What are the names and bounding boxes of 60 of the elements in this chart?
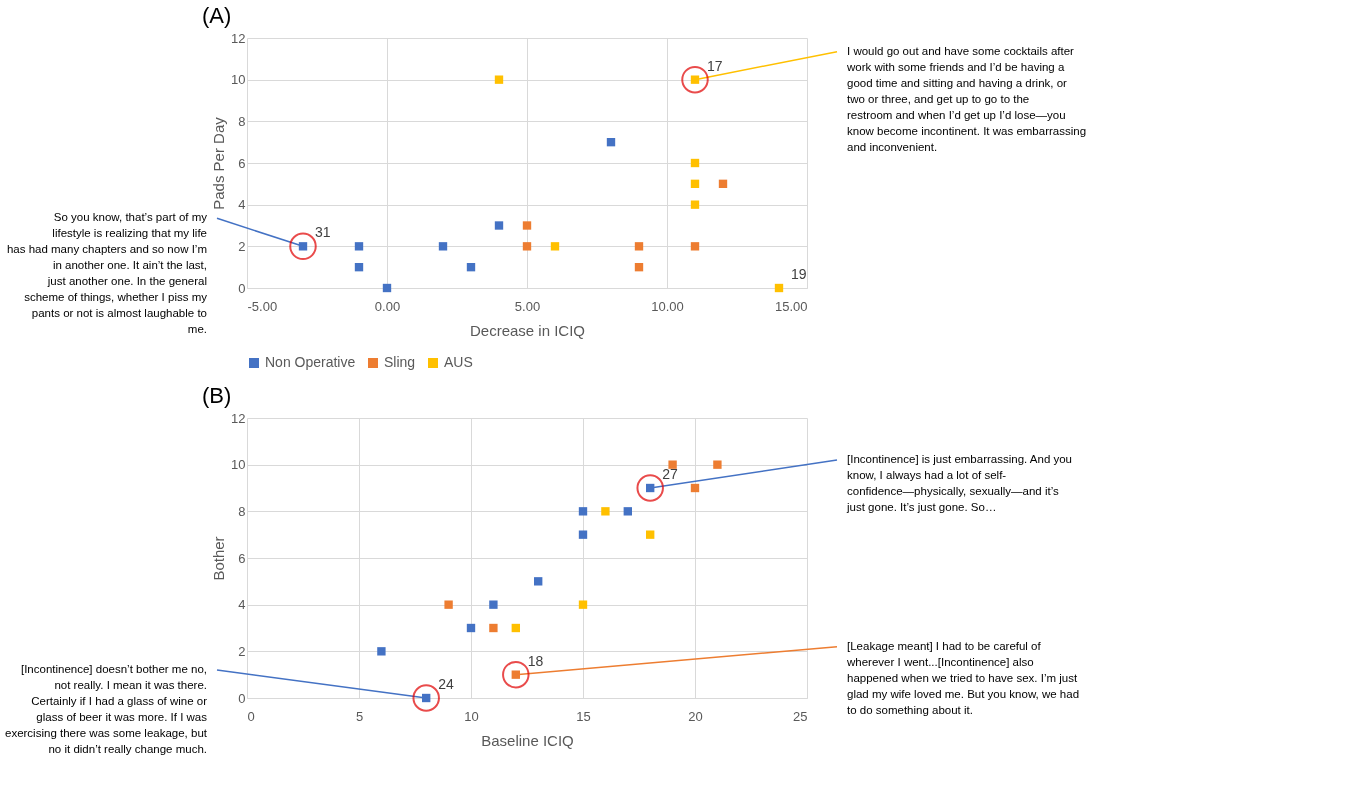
x-tick-label: 0.00 bbox=[374, 298, 401, 314]
y-tick-label: 4 bbox=[238, 597, 246, 613]
annotation: 18 bbox=[527, 652, 544, 669]
point bbox=[713, 460, 722, 469]
y-tick-label: 2 bbox=[238, 643, 246, 659]
y-tick-label: 4 bbox=[238, 197, 246, 213]
point bbox=[444, 600, 453, 609]
point bbox=[578, 600, 588, 609]
annotation: [Incontinence] doesn’t bother me no, not really. I mean it was there. Certainly if I had a glass of wine or glass of beer it was more. If I was exercising there was some leakage, but no it didn’t really change much. bbox=[5, 663, 208, 755]
y-tick-label: 2 bbox=[238, 238, 246, 254]
x-tick-label: 10 bbox=[464, 708, 479, 724]
x-axis-title: Baseline ICIQ bbox=[481, 731, 574, 749]
point bbox=[511, 623, 520, 633]
y-tick-label: 12 bbox=[231, 410, 246, 426]
annotation: [Incontinence] is just embarrassing. And you know, I always had a lot of self-confidence—physically, sexually—and it’s just gone. It’s just gone. So… bbox=[846, 453, 1073, 513]
y-tick-label: 6 bbox=[238, 550, 246, 566]
point bbox=[466, 623, 476, 633]
x-tick-label: 15.00 bbox=[774, 298, 808, 314]
chart-title: (B) bbox=[202, 383, 232, 408]
y-axis-title: Pads Per Day bbox=[210, 116, 228, 210]
point bbox=[623, 507, 632, 516]
annotation: [Leakage meant] I had to be careful of wherever I went...[Incontinence] also happened when we tried to have sex. I’m just glad my wife loved me. But you know, we had to do something about it. bbox=[846, 639, 1080, 716]
annotation: 24 bbox=[438, 676, 454, 692]
chart-title: (A) bbox=[202, 3, 232, 28]
legend-label: AUS bbox=[444, 354, 473, 370]
point bbox=[646, 530, 655, 539]
point bbox=[377, 647, 386, 656]
x-tick-label: 5.00 bbox=[514, 298, 541, 314]
point bbox=[578, 507, 588, 516]
annotation: 27 bbox=[662, 466, 678, 482]
x-tick-label: 5 bbox=[355, 708, 364, 724]
annotation: 19 bbox=[791, 266, 807, 282]
y-axis-title: Bother bbox=[210, 536, 228, 581]
y-tick-label: 12 bbox=[231, 30, 246, 46]
point bbox=[489, 600, 498, 609]
annotation: I would go out and have some cocktails after work with some friends and I’d be having a good time and sitting and having a drink, or two or three, and get up to go to the restroom and when I’d get up I’d lose—you know become incontinent. It was embarrassing and inconvenient. bbox=[846, 44, 1087, 153]
legend-label: Sling bbox=[384, 354, 416, 370]
y-tick-label: 8 bbox=[238, 113, 246, 129]
point bbox=[578, 530, 588, 539]
x-tick-label: 15 bbox=[576, 708, 591, 724]
x-tick-label: 25 bbox=[793, 708, 808, 724]
point bbox=[601, 507, 610, 516]
y-tick-label: 0 bbox=[238, 280, 246, 296]
x-tick-label: -5.00 bbox=[247, 298, 278, 314]
annotation: So you know, that’s part of my lifestyle is realizing that my life has had many chapters and so now I’m in another one. It ain’t the last, just another one. In the general scheme of things, whether I piss my pants or not is almost laughable to me. bbox=[6, 211, 208, 336]
x-tick-label: 10.00 bbox=[651, 298, 684, 314]
point bbox=[690, 483, 700, 493]
y-tick-label: 10 bbox=[231, 72, 246, 88]
y-tick-label: 10 bbox=[231, 457, 246, 473]
legend-label: Non Operative bbox=[265, 354, 356, 370]
y-tick-label: 6 bbox=[238, 155, 246, 171]
point bbox=[489, 623, 498, 633]
y-tick-label: 8 bbox=[238, 503, 246, 519]
annotation: 17 bbox=[707, 57, 723, 74]
x-axis-title: Decrease in ICIQ bbox=[469, 321, 586, 339]
y-tick-label: 0 bbox=[238, 690, 246, 706]
x-tick-label: 20 bbox=[688, 708, 703, 724]
annotation: 31 bbox=[315, 224, 331, 241]
point bbox=[534, 577, 543, 586]
point bbox=[668, 460, 677, 469]
